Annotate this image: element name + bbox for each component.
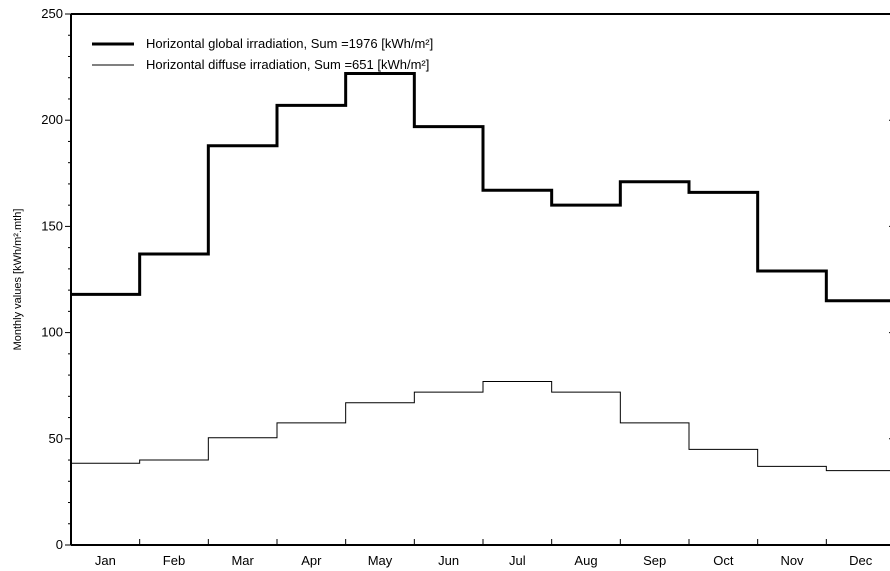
diffuse-irradiation-line xyxy=(71,380,890,472)
y-tick-label: 200 xyxy=(41,112,63,127)
x-tick-label: Apr xyxy=(301,553,322,568)
x-tick-label: Jul xyxy=(509,553,526,568)
y-tick-label: 0 xyxy=(56,537,63,552)
global-irradiation-line xyxy=(71,71,890,303)
x-tick-label: Jun xyxy=(438,553,459,568)
legend-label: Horizontal diffuse irradiation, Sum =651… xyxy=(146,57,429,72)
y-axis-title: Monthly values [kWh/m².mth] xyxy=(12,209,24,351)
y-tick-label: 100 xyxy=(41,325,63,340)
y-axis-ticks: 0 50 100 150 200 250 xyxy=(41,6,890,552)
y-tick-label: 150 xyxy=(41,218,63,233)
y-tick-label: 50 xyxy=(49,431,63,446)
x-axis-ticks: Jan Feb Mar Apr May Jun Jul Aug Sep Oct Nov Dec xyxy=(70,539,873,568)
x-tick-label: Jan xyxy=(95,553,116,568)
x-tick-label: Sep xyxy=(643,553,666,568)
series-layer xyxy=(71,71,890,472)
x-tick-label: Oct xyxy=(713,553,734,568)
x-tick-label: Feb xyxy=(163,553,185,568)
legend: Horizontal global irradiation, Sum =1976… xyxy=(92,36,433,72)
x-tick-label: Nov xyxy=(780,553,804,568)
legend-label: Horizontal global irradiation, Sum =1976… xyxy=(146,36,433,51)
y-tick-label: 250 xyxy=(41,6,63,21)
x-tick-label: Aug xyxy=(574,553,597,568)
x-tick-label: Mar xyxy=(231,553,254,568)
chart-axes xyxy=(70,13,890,546)
x-tick-label: May xyxy=(368,553,393,568)
x-tick-label: Dec xyxy=(849,553,873,568)
